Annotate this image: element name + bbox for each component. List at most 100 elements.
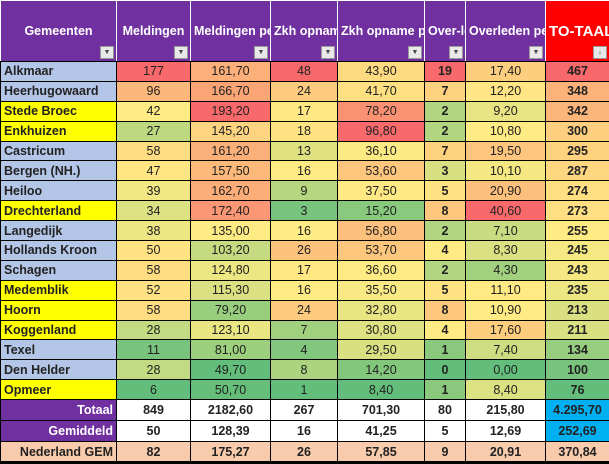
municipality-name[interactable]: Langedijk: [0, 220, 117, 242]
data-cell[interactable]: 213: [545, 299, 609, 321]
data-cell[interactable]: 342: [545, 100, 609, 122]
summary-cell[interactable]: 267: [270, 399, 338, 422]
data-cell[interactable]: 4: [424, 240, 466, 261]
data-cell[interactable]: 243: [545, 259, 609, 281]
data-cell[interactable]: 16: [270, 160, 338, 182]
data-cell[interactable]: 100: [545, 359, 609, 381]
data-cell[interactable]: 274: [545, 180, 609, 202]
filter-dropdown-icon[interactable]: ▼: [254, 46, 268, 59]
municipality-name[interactable]: Hollands Kroon: [0, 240, 117, 261]
column-header[interactable]: Meldingen ▼: [116, 0, 191, 62]
data-cell[interactable]: 2: [424, 259, 466, 281]
data-cell[interactable]: 48: [270, 61, 338, 82]
column-header[interactable]: Meldingen per 100.000 ▼: [190, 0, 271, 62]
data-cell[interactable]: 7: [424, 140, 466, 162]
data-cell[interactable]: 15,20: [337, 200, 425, 222]
column-header[interactable]: Overleden per 100.000 ▼: [465, 0, 546, 62]
data-cell[interactable]: 8,40: [465, 379, 546, 401]
municipality-name[interactable]: Enkhuizen: [0, 120, 117, 142]
municipality-name[interactable]: Bergen (NH.): [0, 160, 117, 182]
data-cell[interactable]: 211: [545, 319, 609, 341]
data-cell[interactable]: 295: [545, 140, 609, 162]
data-cell[interactable]: 1: [270, 379, 338, 401]
data-cell[interactable]: 7: [270, 319, 338, 341]
data-cell[interactable]: 30,80: [337, 319, 425, 341]
data-cell[interactable]: 24: [270, 299, 338, 321]
filter-dropdown-icon[interactable]: ▼: [529, 46, 543, 59]
national-cell[interactable]: 57,85: [337, 441, 425, 463]
data-cell[interactable]: 5: [424, 180, 466, 202]
data-cell[interactable]: 5: [424, 279, 466, 301]
data-cell[interactable]: 53,70: [337, 240, 425, 261]
summary-cell[interactable]: 5: [424, 420, 466, 443]
national-cell[interactable]: 370,84: [545, 441, 609, 463]
data-cell[interactable]: 32,80: [337, 299, 425, 321]
municipality-name[interactable]: Opmeer: [0, 379, 117, 401]
sort-filter-icon[interactable]: ↓: [593, 46, 607, 59]
municipality-name[interactable]: Schagen: [0, 259, 117, 281]
summary-cell[interactable]: 80: [424, 399, 466, 422]
data-cell[interactable]: 41,70: [337, 80, 425, 102]
municipality-name[interactable]: Stede Broec: [0, 100, 117, 122]
data-cell[interactable]: 43,90: [337, 61, 425, 82]
data-cell[interactable]: 36,10: [337, 140, 425, 162]
filter-dropdown-icon[interactable]: ▼: [174, 46, 188, 59]
data-cell[interactable]: 42: [116, 100, 191, 122]
data-cell[interactable]: 4: [270, 339, 338, 361]
municipality-name[interactable]: Drechterland: [0, 200, 117, 222]
data-cell[interactable]: 19: [424, 61, 466, 82]
data-cell[interactable]: 13: [270, 140, 338, 162]
summary-cell[interactable]: 4.295,70: [545, 399, 609, 422]
data-cell[interactable]: 145,20: [190, 120, 271, 142]
data-cell[interactable]: 287: [545, 160, 609, 182]
summary-cell[interactable]: 16: [270, 420, 338, 443]
data-cell[interactable]: 50: [116, 240, 191, 261]
summary-cell[interactable]: 215,80: [465, 399, 546, 422]
data-cell[interactable]: 0: [424, 359, 466, 381]
data-cell[interactable]: 52: [116, 279, 191, 301]
data-cell[interactable]: 10,10: [465, 160, 546, 182]
data-cell[interactable]: 8: [424, 299, 466, 321]
data-cell[interactable]: 16: [270, 279, 338, 301]
municipality-name[interactable]: Den Helder: [0, 359, 117, 381]
data-cell[interactable]: 115,30: [190, 279, 271, 301]
data-cell[interactable]: 58: [116, 140, 191, 162]
national-cell[interactable]: 82: [116, 441, 191, 463]
data-cell[interactable]: 10,80: [465, 120, 546, 142]
data-cell[interactable]: 26: [270, 240, 338, 261]
municipality-name[interactable]: Heiloo: [0, 180, 117, 202]
filter-dropdown-icon[interactable]: ▼: [449, 46, 463, 59]
data-cell[interactable]: 11,10: [465, 279, 546, 301]
column-header[interactable]: Zkh opname per 100.000 ▼: [337, 0, 425, 62]
data-cell[interactable]: 37,50: [337, 180, 425, 202]
municipality-name[interactable]: Alkmaar: [0, 61, 117, 82]
summary-cell[interactable]: 128,39: [190, 420, 271, 443]
data-cell[interactable]: 47: [116, 160, 191, 182]
municipality-name[interactable]: Castricum: [0, 140, 117, 162]
summary-cell[interactable]: 50: [116, 420, 191, 443]
national-cell[interactable]: 175,27: [190, 441, 271, 463]
data-cell[interactable]: 193,20: [190, 100, 271, 122]
data-cell[interactable]: 20,90: [465, 180, 546, 202]
data-cell[interactable]: 135,00: [190, 220, 271, 242]
municipality-name[interactable]: Texel: [0, 339, 117, 361]
data-cell[interactable]: 255: [545, 220, 609, 242]
data-cell[interactable]: 8,30: [465, 240, 546, 261]
data-cell[interactable]: 1: [424, 379, 466, 401]
data-cell[interactable]: 38: [116, 220, 191, 242]
data-cell[interactable]: 39: [116, 180, 191, 202]
data-cell[interactable]: 134: [545, 339, 609, 361]
summary-cell[interactable]: 12,69: [465, 420, 546, 443]
data-cell[interactable]: 78,20: [337, 100, 425, 122]
data-cell[interactable]: 96: [116, 80, 191, 102]
data-cell[interactable]: 161,70: [190, 61, 271, 82]
data-cell[interactable]: 8,40: [337, 379, 425, 401]
column-header[interactable]: Zkh opname ▼: [270, 0, 338, 62]
data-cell[interactable]: 177: [116, 61, 191, 82]
data-cell[interactable]: 81,00: [190, 339, 271, 361]
data-cell[interactable]: 18: [270, 120, 338, 142]
data-cell[interactable]: 4: [424, 319, 466, 341]
data-cell[interactable]: 348: [545, 80, 609, 102]
data-cell[interactable]: 58: [116, 299, 191, 321]
data-cell[interactable]: 4,30: [465, 259, 546, 281]
